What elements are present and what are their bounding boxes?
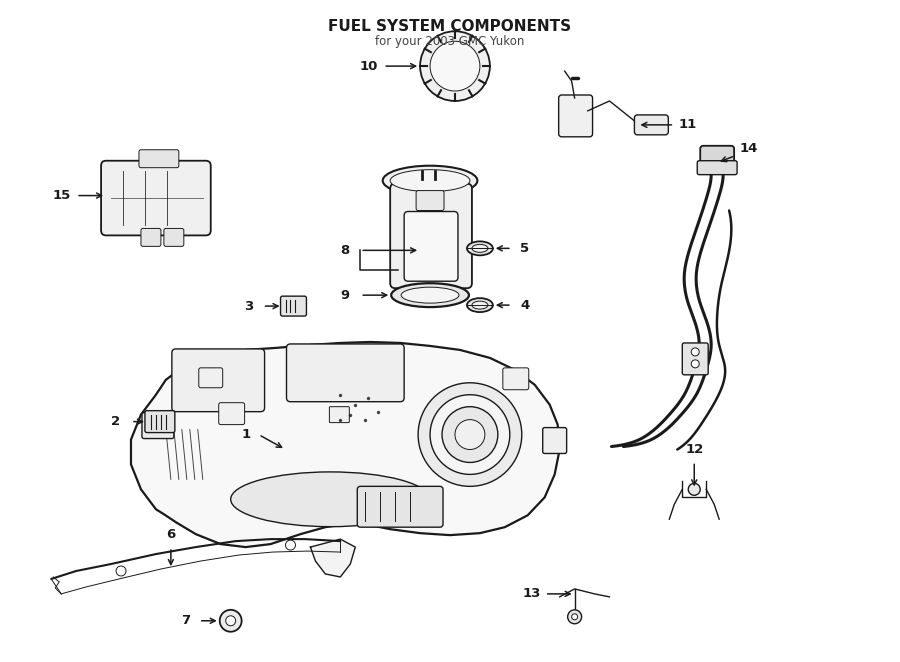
FancyBboxPatch shape [634, 115, 669, 135]
Text: 5: 5 [520, 242, 529, 255]
FancyBboxPatch shape [700, 146, 734, 169]
Text: for your 2003 GMC Yukon: for your 2003 GMC Yukon [375, 35, 525, 48]
FancyBboxPatch shape [199, 368, 222, 388]
Polygon shape [310, 539, 356, 577]
FancyBboxPatch shape [172, 349, 265, 412]
Text: 6: 6 [166, 528, 176, 541]
FancyBboxPatch shape [101, 161, 211, 236]
Circle shape [116, 566, 126, 576]
Text: FUEL SYSTEM COMPONENTS: FUEL SYSTEM COMPONENTS [328, 19, 572, 34]
Text: 10: 10 [359, 60, 377, 73]
Circle shape [568, 610, 581, 624]
FancyBboxPatch shape [543, 428, 567, 453]
Text: 7: 7 [181, 614, 191, 628]
FancyBboxPatch shape [329, 406, 349, 422]
Text: 14: 14 [740, 142, 759, 156]
Text: 2: 2 [112, 415, 121, 428]
FancyBboxPatch shape [416, 191, 444, 211]
Text: 8: 8 [341, 244, 350, 257]
Circle shape [418, 383, 522, 487]
FancyBboxPatch shape [404, 211, 458, 281]
FancyBboxPatch shape [142, 412, 174, 438]
Ellipse shape [392, 283, 469, 307]
Text: 9: 9 [341, 289, 350, 302]
Circle shape [691, 348, 699, 356]
FancyBboxPatch shape [139, 150, 179, 167]
Text: 11: 11 [678, 118, 697, 131]
Circle shape [430, 395, 509, 475]
Text: 3: 3 [244, 300, 253, 312]
Circle shape [442, 406, 498, 463]
Circle shape [220, 610, 241, 632]
Circle shape [430, 41, 480, 91]
FancyBboxPatch shape [391, 183, 472, 288]
FancyBboxPatch shape [559, 95, 592, 137]
FancyBboxPatch shape [145, 410, 175, 432]
Ellipse shape [401, 287, 459, 303]
PathPatch shape [131, 342, 560, 547]
Circle shape [691, 360, 699, 368]
FancyBboxPatch shape [164, 228, 184, 246]
Text: 13: 13 [523, 587, 541, 600]
FancyBboxPatch shape [286, 344, 404, 402]
Text: 12: 12 [685, 443, 704, 456]
Ellipse shape [467, 242, 493, 256]
Circle shape [226, 616, 236, 626]
Circle shape [285, 540, 295, 550]
FancyBboxPatch shape [698, 161, 737, 175]
FancyBboxPatch shape [503, 368, 529, 390]
Text: 4: 4 [520, 299, 529, 312]
Text: 15: 15 [52, 189, 70, 202]
FancyBboxPatch shape [357, 487, 443, 527]
Ellipse shape [472, 244, 488, 252]
FancyBboxPatch shape [281, 296, 306, 316]
Ellipse shape [382, 166, 477, 195]
FancyBboxPatch shape [219, 402, 245, 424]
Ellipse shape [391, 169, 470, 191]
Circle shape [420, 31, 490, 101]
FancyBboxPatch shape [682, 343, 708, 375]
Circle shape [572, 614, 578, 620]
FancyBboxPatch shape [141, 228, 161, 246]
Circle shape [688, 483, 700, 495]
Ellipse shape [230, 472, 430, 527]
Text: 1: 1 [241, 428, 250, 441]
Ellipse shape [467, 298, 493, 312]
Circle shape [455, 420, 485, 449]
Ellipse shape [472, 301, 488, 309]
